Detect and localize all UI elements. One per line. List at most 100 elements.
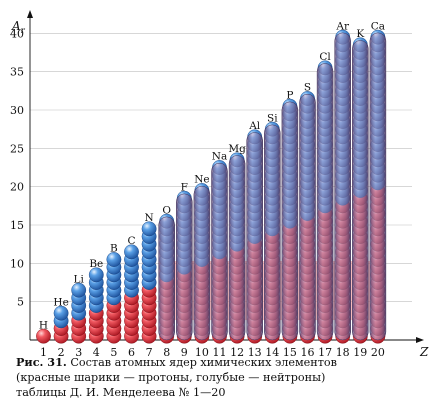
x-tick-label: 4 xyxy=(93,346,100,359)
neutron-ball xyxy=(71,282,87,298)
y-tick-label: 15 xyxy=(10,219,24,232)
nucleus-tube xyxy=(228,155,246,341)
nucleus-tube xyxy=(316,63,334,341)
x-tick-label: 12 xyxy=(230,346,244,359)
neutron-ball xyxy=(106,252,122,267)
x-tick-label: 10 xyxy=(195,346,209,359)
element-label-O: O xyxy=(162,204,171,216)
y-tick-label: 40 xyxy=(10,27,24,40)
element-label-Al: Al xyxy=(248,120,261,132)
nucleus-tube xyxy=(158,216,175,341)
element-label-Si: Si xyxy=(267,112,278,124)
nucleus-column-O xyxy=(158,213,175,344)
nucleus-column-K xyxy=(352,37,369,344)
nucleus-column-C xyxy=(124,244,139,344)
element-label-F: F xyxy=(181,181,188,193)
x-tick-label: 11 xyxy=(213,346,227,359)
x-tick-label: 7 xyxy=(146,346,153,359)
element-label-Cl: Cl xyxy=(319,51,331,63)
x-tick-label: 1 xyxy=(40,346,47,359)
element-label-Na: Na xyxy=(212,151,227,163)
x-tick-label: 17 xyxy=(318,346,332,359)
neutron-ball xyxy=(88,267,104,283)
neutron-ball xyxy=(124,244,139,260)
nucleus-tube xyxy=(352,40,369,341)
nucleus-tube xyxy=(369,32,387,341)
nucleus-tube xyxy=(281,101,299,341)
x-tick-label: 16 xyxy=(301,346,315,359)
nucleus-tube xyxy=(211,162,228,341)
element-label-Ca: Ca xyxy=(371,20,385,32)
bars xyxy=(36,29,387,344)
nucleus-column-N xyxy=(141,221,157,344)
nucleus-column-Cl xyxy=(316,60,334,344)
x-tick-label: 5 xyxy=(110,346,117,359)
caption-line-2: (красные шарики — протоны, голубые — ней… xyxy=(16,371,326,384)
nucleus-tube xyxy=(246,132,263,341)
element-label-B: B xyxy=(110,243,118,255)
x-axis-title: Z xyxy=(419,345,429,359)
nucleus-column-P xyxy=(281,98,299,344)
y-tick-label: 35 xyxy=(10,66,24,79)
nucleus-column-Mg xyxy=(228,152,246,344)
x-tick-label: 9 xyxy=(181,346,188,359)
nucleus-tube xyxy=(299,93,316,341)
nucleus-column-Li xyxy=(71,282,87,344)
labels: H 1 He 2 Li 3 Be 4 B 5 C 6 N 7 O 8 F 9 Ne 10 Na 11 Mg 12 Al 13 Si 1… xyxy=(39,20,385,359)
element-label-P: P xyxy=(286,89,293,101)
element-label-S: S xyxy=(304,82,311,94)
neutron-ball xyxy=(53,305,69,321)
nucleus-column-He xyxy=(53,305,69,344)
y-tick-label: 5 xyxy=(17,296,24,309)
y-axis-arrow xyxy=(27,10,33,18)
nucleus-column-Ne xyxy=(193,183,211,344)
nucleus-column-Ca xyxy=(369,29,387,344)
element-label-K: K xyxy=(356,28,364,40)
element-label-Ne: Ne xyxy=(194,174,209,186)
nucleus-tube xyxy=(193,185,211,341)
nucleus-tube xyxy=(334,32,351,341)
nucleus-column-S xyxy=(299,91,316,344)
element-label-C: C xyxy=(127,235,135,247)
element-label-Mg: Mg xyxy=(228,143,246,155)
caption-line-3: таблицы Д. И. Менделеева № 1—20 xyxy=(16,386,226,399)
x-tick-label: 2 xyxy=(58,346,65,359)
x-tick-label: 6 xyxy=(128,346,135,359)
caption-text-1: Состав атомных ядер химических элементов xyxy=(70,356,337,369)
nucleus-column-Al xyxy=(246,129,263,344)
caption-fig-label: Рис. 31. xyxy=(16,355,67,369)
figure-caption: Рис. 31. Состав атомных ядер химических … xyxy=(16,355,436,400)
nucleus-column-Na xyxy=(211,160,228,344)
x-tick-label: 18 xyxy=(336,346,350,359)
caption-line-1: Рис. 31. Состав атомных ядер химических … xyxy=(16,355,436,370)
nucleus-column-B xyxy=(106,252,122,344)
nucleus-column-Si xyxy=(264,121,281,344)
element-label-Li: Li xyxy=(74,273,85,285)
nucleus-column-F xyxy=(176,190,193,344)
nucleus-column-H xyxy=(36,328,51,344)
y-tick-label: 25 xyxy=(10,142,24,155)
nucleus-tube xyxy=(264,124,281,341)
element-label-He: He xyxy=(53,296,68,308)
nucleus-column-Ar xyxy=(334,29,351,344)
x-axis-arrow xyxy=(416,337,424,343)
element-label-H: H xyxy=(39,319,48,331)
y-tick-label: 20 xyxy=(10,181,24,194)
neutron-ball xyxy=(141,221,157,237)
element-label-Ar: Ar xyxy=(335,20,350,32)
x-tick-label: 14 xyxy=(265,346,279,359)
nucleus-tube xyxy=(176,193,193,341)
x-tick-label: 19 xyxy=(353,346,367,359)
element-label-Be: Be xyxy=(89,258,103,270)
x-tick-label: 3 xyxy=(75,346,82,359)
nuclear-composition-chart: 5 10 15 20 25 30 35 40 Ar Z H 1 He 2 Li 3 Be 4 B 5 C 6 N 7 O 8 F 9… xyxy=(10,10,429,359)
proton-ball xyxy=(36,328,51,344)
y-tick-label: 10 xyxy=(10,257,24,270)
x-tick-label: 15 xyxy=(283,346,297,359)
x-tick-label: 20 xyxy=(371,346,385,359)
x-tick-label: 13 xyxy=(248,346,262,359)
x-tick-label: 8 xyxy=(163,346,170,359)
nucleus-column-Be xyxy=(88,267,104,344)
y-tick-label: 30 xyxy=(10,104,24,117)
element-label-N: N xyxy=(145,212,154,224)
